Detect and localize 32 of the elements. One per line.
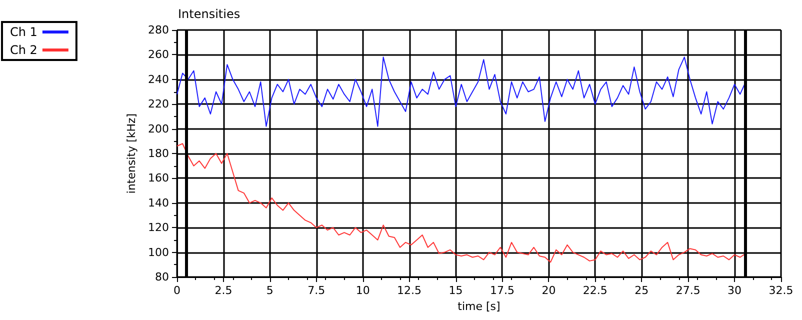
line-series	[176, 56, 746, 127]
x-tick-label: 12.5	[397, 284, 422, 297]
legend-label: Ch 2	[10, 43, 38, 57]
chart-title: Intensities	[178, 7, 240, 21]
y-tick-label: 140	[148, 196, 169, 210]
y-tick-label: 240	[148, 72, 169, 86]
x-tick-label: 17.5	[490, 284, 514, 297]
y-tick-label: 120	[148, 221, 169, 234]
x-tick-label: 22.5	[582, 284, 608, 297]
x-tick-label: 32.5	[768, 284, 794, 297]
y-tick-label: 180	[148, 147, 169, 160]
x-tick-label: 10	[356, 284, 370, 297]
y-tick-label: 100	[148, 246, 169, 259]
x-tick-label: 20	[542, 284, 556, 297]
x-axis-title: time [s]	[458, 300, 500, 313]
y-tick-label: 260	[148, 48, 169, 62]
y-tick-label: 280	[148, 24, 169, 36]
x-tick-label: 5	[266, 284, 274, 297]
x-tick-label: 7.5	[308, 284, 326, 297]
y-tick-label: 160	[148, 172, 169, 185]
y-tick-label: 220	[148, 98, 169, 111]
x-tick-label: 2.5	[214, 284, 232, 297]
x-tick-label: 30	[728, 284, 742, 297]
y-axis-title: intensity [kHz]	[125, 113, 138, 194]
x-tick-label: 0	[174, 284, 180, 297]
y-tick-label: 200	[148, 122, 169, 136]
line-series	[176, 143, 746, 263]
y-tick-label: 80	[155, 270, 169, 284]
x-tick-label: 15	[448, 284, 463, 297]
x-tick-label: 25	[634, 284, 649, 297]
x-tick-label: 27.5	[676, 284, 700, 297]
legend-label: Ch 1	[10, 25, 38, 39]
